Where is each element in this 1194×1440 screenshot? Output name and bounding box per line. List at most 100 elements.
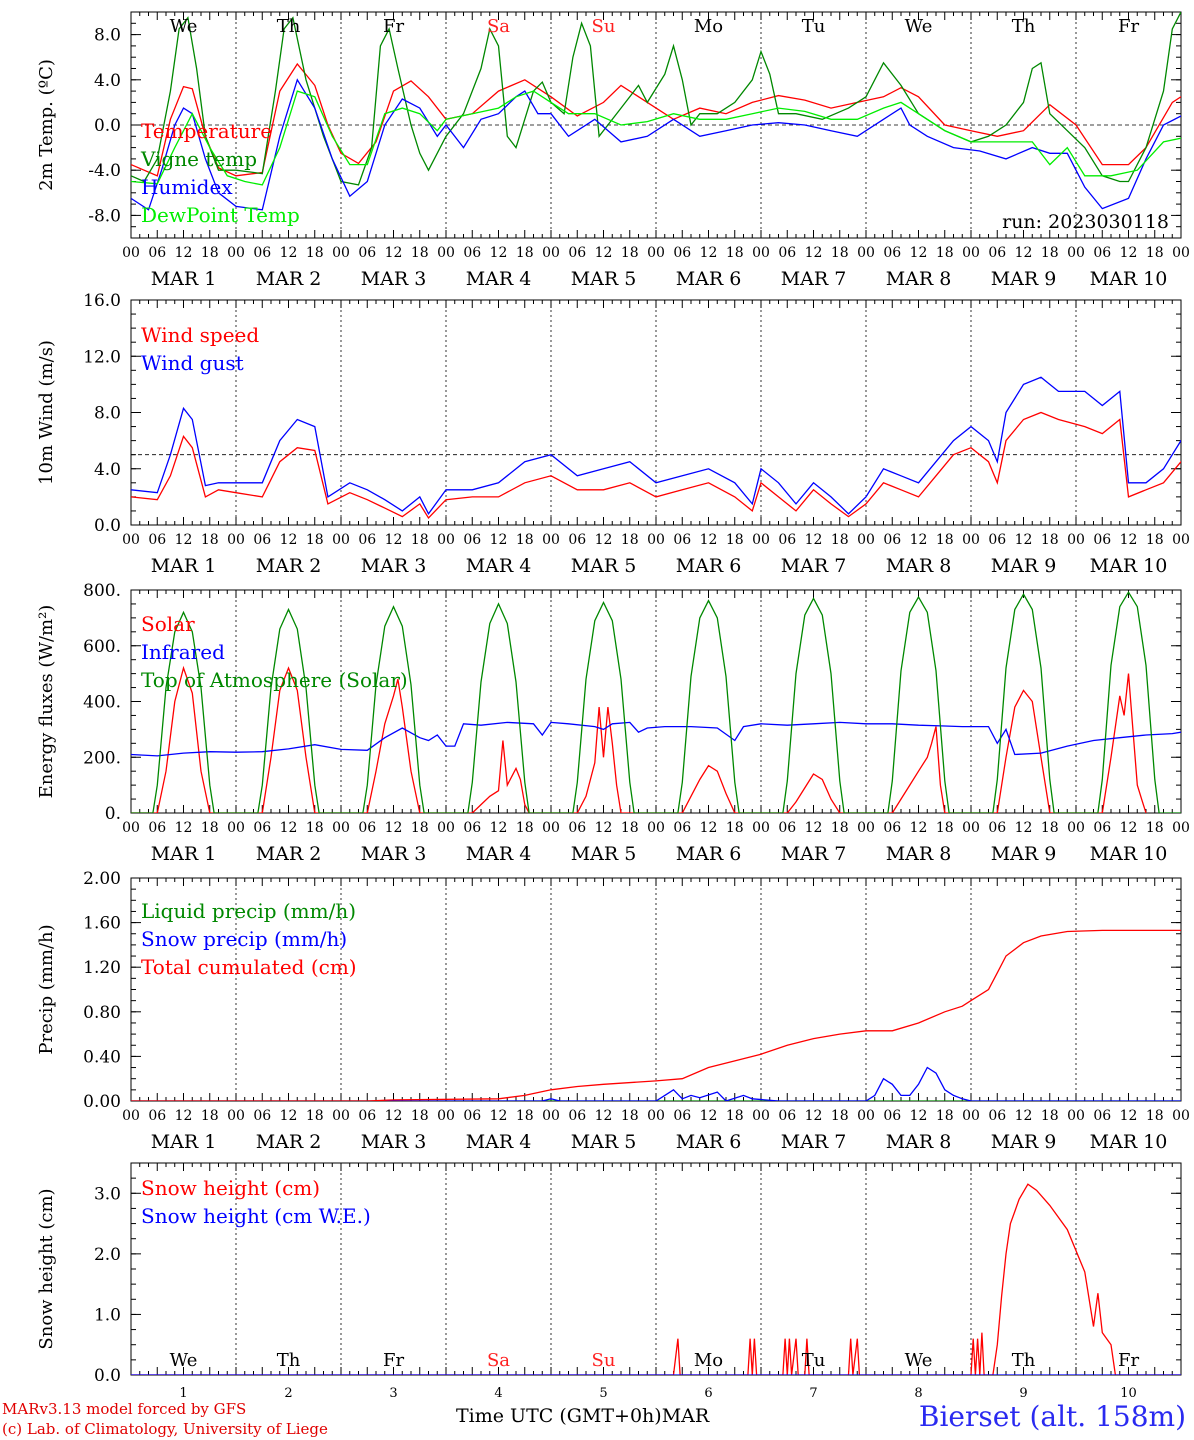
date-label: MAR 2 xyxy=(256,843,322,865)
hour-label: 18 xyxy=(936,820,954,836)
hour-label: 06 xyxy=(778,820,796,836)
hour-label: 00 xyxy=(962,1108,980,1124)
hour-label: 00 xyxy=(122,820,140,836)
hour-label: 00 xyxy=(332,820,350,836)
hour-label: 00 xyxy=(227,1108,245,1124)
y-tick-label: 200. xyxy=(83,748,121,768)
date-label: MAR 6 xyxy=(676,1131,742,1153)
date-label: MAR 4 xyxy=(466,268,532,290)
hour-label: 12 xyxy=(385,245,403,261)
hour-label: 06 xyxy=(463,245,481,261)
series-line-temperature xyxy=(131,62,1181,177)
time-axis-title: Time UTC (GMT+0h)MAR xyxy=(456,1405,710,1427)
hour-label: 00 xyxy=(1172,245,1190,261)
date-label: MAR 6 xyxy=(676,843,742,865)
hour-label: 12 xyxy=(280,245,298,261)
date-label: MAR 1 xyxy=(151,268,217,290)
hour-label: 18 xyxy=(1146,820,1164,836)
date-label: MAR 7 xyxy=(781,555,847,577)
hour-label: 18 xyxy=(411,532,429,548)
date-label: MAR 8 xyxy=(886,843,952,865)
hour-label: 06 xyxy=(673,532,691,548)
y-tick-label: 0.40 xyxy=(83,1047,121,1067)
hour-label: 00 xyxy=(752,820,770,836)
hour-label: 06 xyxy=(1093,1108,1111,1124)
date-label: MAR 8 xyxy=(886,268,952,290)
hour-label: 06 xyxy=(883,245,901,261)
hour-label: 12 xyxy=(175,1108,193,1124)
weekday-label: Fr xyxy=(383,16,404,37)
legend-entry: Wind speed xyxy=(141,323,259,347)
date-label: MAR 4 xyxy=(466,1131,532,1153)
date-label: MAR 9 xyxy=(991,1131,1057,1153)
y-tick-label: 0.80 xyxy=(83,1003,121,1023)
hour-label: 12 xyxy=(595,1108,613,1124)
hour-label: 12 xyxy=(385,1108,403,1124)
legend-entry: DewPoint Temp xyxy=(141,203,300,227)
hour-label: 18 xyxy=(201,245,219,261)
hour-label: 12 xyxy=(910,245,928,261)
series-line-total-cumulated-cm- xyxy=(131,929,1181,1101)
legend-entry: Humidex xyxy=(141,175,233,199)
hour-label: 00 xyxy=(227,820,245,836)
date-label: MAR 7 xyxy=(781,268,847,290)
weekday-label: We xyxy=(170,1350,198,1371)
hour-label: 06 xyxy=(253,532,271,548)
date-label: MAR 10 xyxy=(1090,555,1168,577)
hour-label: 12 xyxy=(280,1108,298,1124)
hour-label: 12 xyxy=(910,532,928,548)
hour-label: 00 xyxy=(1172,532,1190,548)
hour-label: 00 xyxy=(227,245,245,261)
hour-label: 00 xyxy=(647,1108,665,1124)
hour-label: 12 xyxy=(700,820,718,836)
date-label: MAR 10 xyxy=(1090,843,1168,865)
hour-label: 06 xyxy=(463,820,481,836)
hour-label: 00 xyxy=(332,532,350,548)
y-axis-title: Precip (mm/h) xyxy=(36,924,57,1054)
hour-label: 12 xyxy=(280,532,298,548)
date-label: MAR 3 xyxy=(361,268,427,290)
hour-label: 18 xyxy=(1041,820,1059,836)
hour-label: 12 xyxy=(805,820,823,836)
hour-label: 06 xyxy=(148,1108,166,1124)
hour-label: 00 xyxy=(1067,245,1085,261)
hour-label: 18 xyxy=(1146,245,1164,261)
hour-label: 12 xyxy=(490,245,508,261)
hour-label: 00 xyxy=(542,245,560,261)
hour-label: 00 xyxy=(857,532,875,548)
weekday-label: Fr xyxy=(1118,16,1139,37)
hour-label: 06 xyxy=(148,820,166,836)
weekday-label: Th xyxy=(1012,1350,1036,1371)
date-label: MAR 6 xyxy=(676,268,742,290)
hour-label: 06 xyxy=(673,245,691,261)
hour-label: 06 xyxy=(988,820,1006,836)
hour-label: 06 xyxy=(568,532,586,548)
hour-label: 00 xyxy=(332,245,350,261)
weekday-label: Sa xyxy=(487,16,510,37)
hour-label: 12 xyxy=(910,1108,928,1124)
hour-label: 18 xyxy=(1146,1108,1164,1124)
date-label: MAR 3 xyxy=(361,1131,427,1153)
hour-label: 12 xyxy=(805,532,823,548)
hour-label: 18 xyxy=(831,1108,849,1124)
date-label: MAR 9 xyxy=(991,268,1057,290)
date-label: MAR 10 xyxy=(1090,1131,1168,1153)
date-label: MAR 5 xyxy=(571,555,637,577)
weekday-label: Th xyxy=(277,1350,301,1371)
date-label: MAR 2 xyxy=(256,268,322,290)
day-number-label: 9 xyxy=(1019,1386,1027,1401)
hour-label: 12 xyxy=(490,1108,508,1124)
hour-label: 12 xyxy=(700,245,718,261)
series-line-wind-speed xyxy=(131,411,1181,520)
legend-entry: Wind gust xyxy=(141,351,244,375)
hour-label: 00 xyxy=(542,820,560,836)
legend-entry: Liquid precip (mm/h) xyxy=(141,899,356,923)
legend-entry: Vigne temp xyxy=(140,147,257,171)
hour-label: 00 xyxy=(962,245,980,261)
y-tick-label: 2.00 xyxy=(83,869,121,889)
date-label: MAR 5 xyxy=(571,1131,637,1153)
hour-label: 12 xyxy=(490,820,508,836)
hour-label: 18 xyxy=(1041,532,1059,548)
series-line-snow-precip-mm-h- xyxy=(131,1066,1181,1101)
hour-label: 06 xyxy=(568,1108,586,1124)
